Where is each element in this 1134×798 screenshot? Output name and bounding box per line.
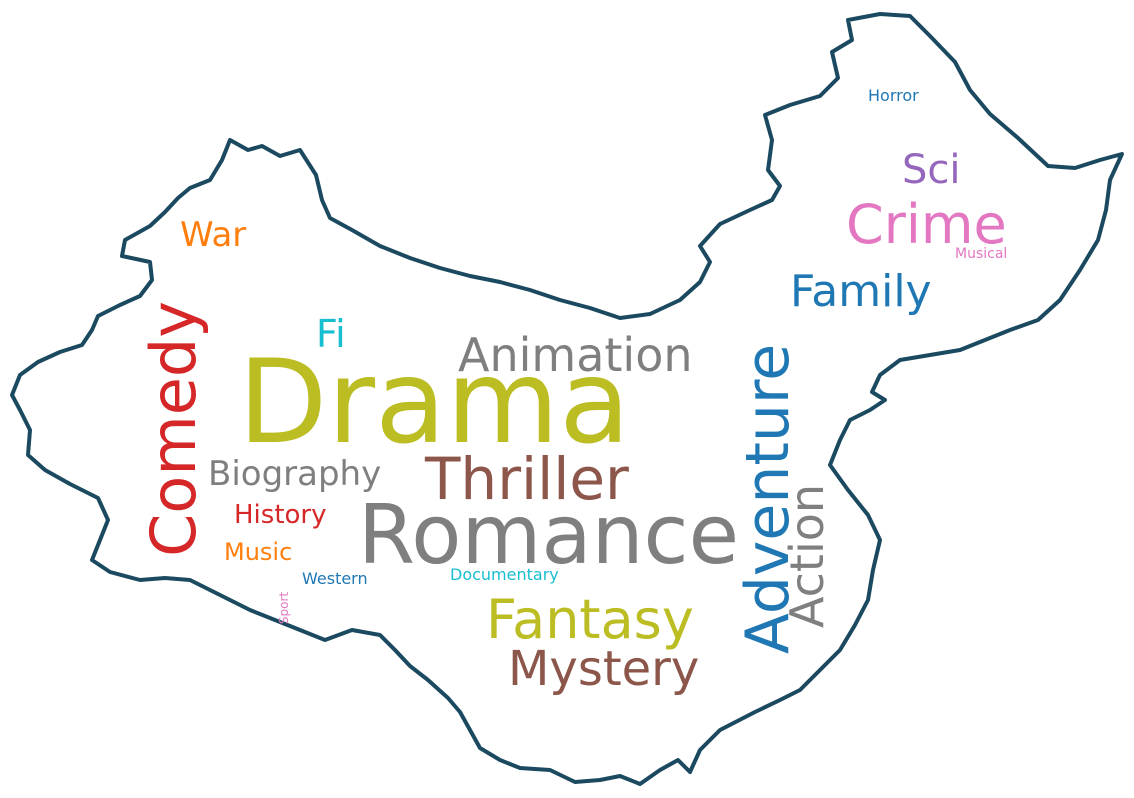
word-romance: Romance <box>358 488 740 583</box>
word-comedy: Comedy <box>137 301 210 557</box>
word-sci: Sci <box>902 147 961 193</box>
china-map-outline <box>10 12 1124 786</box>
word-mystery: Mystery <box>508 641 700 697</box>
word-thriller: Thriller <box>425 445 629 513</box>
word-animation: Animation <box>458 328 693 382</box>
word-music: Music <box>224 538 293 566</box>
word-drama: Drama <box>238 335 631 470</box>
word-fantasy: Fantasy <box>486 588 694 651</box>
word-history: History <box>234 500 327 530</box>
word-action: Action <box>780 483 834 629</box>
word-war: War <box>180 215 247 255</box>
word-sport: Sport <box>277 591 291 625</box>
word-horror: Horror <box>868 86 919 105</box>
word-biography: Biography <box>208 454 382 494</box>
word-fi: Fi <box>316 312 346 356</box>
word-crime: Crime <box>846 193 1007 256</box>
word-documentary: Documentary <box>450 565 559 584</box>
word-western: Western <box>302 569 368 588</box>
word-musical: Musical <box>955 246 1008 262</box>
word-family: Family <box>790 266 932 317</box>
